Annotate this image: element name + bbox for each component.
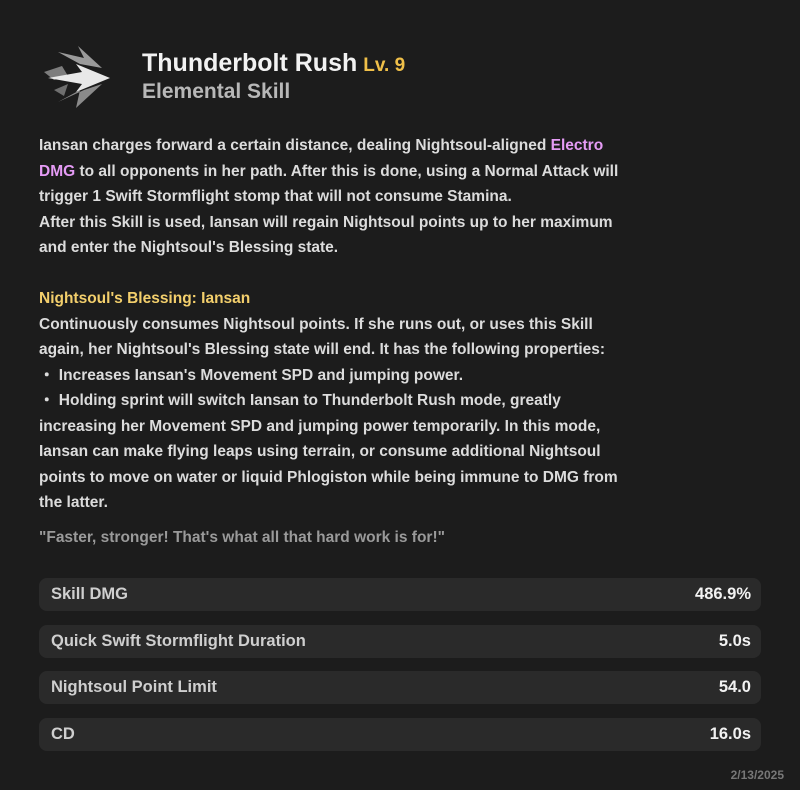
desc-line: again, her Nightsoul's Blessing state wi… — [39, 341, 606, 358]
electro-lightning-arrow-icon — [44, 46, 110, 108]
desc-line: ・ Holding sprint will switch Iansan to T… — [39, 392, 561, 409]
skill-type: Elemental Skill — [142, 80, 291, 103]
skill-level: Lv. 9 — [363, 55, 406, 76]
stat-row: Nightsoul Point Limit 54.0 — [39, 671, 761, 704]
skill-name: Thunderbolt Rush — [142, 49, 358, 77]
spacer — [39, 261, 618, 287]
desc-line: Iansan can make flying leaps using terra… — [39, 443, 601, 460]
date-stamp: 2/13/2025 — [730, 768, 784, 782]
electro-keyword: Electro — [550, 137, 604, 154]
desc-text: Iansan charges forward a certain distanc… — [39, 137, 551, 154]
stat-label: Quick Swift Stormflight Duration — [51, 631, 306, 650]
stats-table: Skill DMG 486.9% Quick Swift Stormflight … — [39, 578, 761, 764]
stat-row: CD 16.0s — [39, 717, 761, 751]
stat-value: 54.0 — [718, 678, 751, 696]
flavor-quote: "Faster, stronger! That's what all that … — [39, 529, 445, 546]
skill-description: Iansan charges forward a certain distanc… — [39, 133, 618, 516]
stat-row: Skill DMG 486.9% — [39, 578, 761, 611]
blessing-title: Nightsoul's Blessing: Iansan — [39, 290, 251, 307]
stat-label: Skill DMG — [51, 585, 129, 603]
desc-line: points to move on water or liquid Phlogi… — [39, 468, 618, 486]
skill-title: Thunderbolt Rush Lv. 9 — [142, 49, 405, 78]
desc-line: the latter. — [39, 494, 108, 511]
desc-line: After this Skill is used, Iansan will re… — [39, 213, 613, 231]
desc-text: to all opponents in her path. After this… — [75, 162, 619, 180]
desc-line: and enter the Nightsoul's Blessing state… — [39, 239, 339, 256]
stat-value: 486.9% — [695, 585, 751, 603]
stat-row: Quick Swift Stormflight Duration 5.0s — [39, 624, 761, 658]
stat-label: CD — [51, 724, 75, 743]
stat-label: Nightsoul Point Limit — [51, 678, 217, 696]
desc-line: ・ Increases Iansan's Movement SPD and ju… — [39, 366, 464, 384]
desc-line: trigger 1 Swift Stormflight stomp that w… — [39, 188, 512, 205]
stat-value: 16.0s — [709, 724, 751, 743]
desc-line: Continuously consumes Nightsoul points. … — [39, 315, 593, 333]
desc-line: DMG to all opponents in her path. After … — [39, 159, 618, 185]
electro-keyword: DMG — [39, 162, 76, 180]
stat-value: 5.0s — [718, 631, 751, 650]
desc-line: increasing her Movement SPD and jumping … — [39, 417, 601, 435]
desc-line: Iansan charges forward a certain distanc… — [39, 133, 618, 159]
